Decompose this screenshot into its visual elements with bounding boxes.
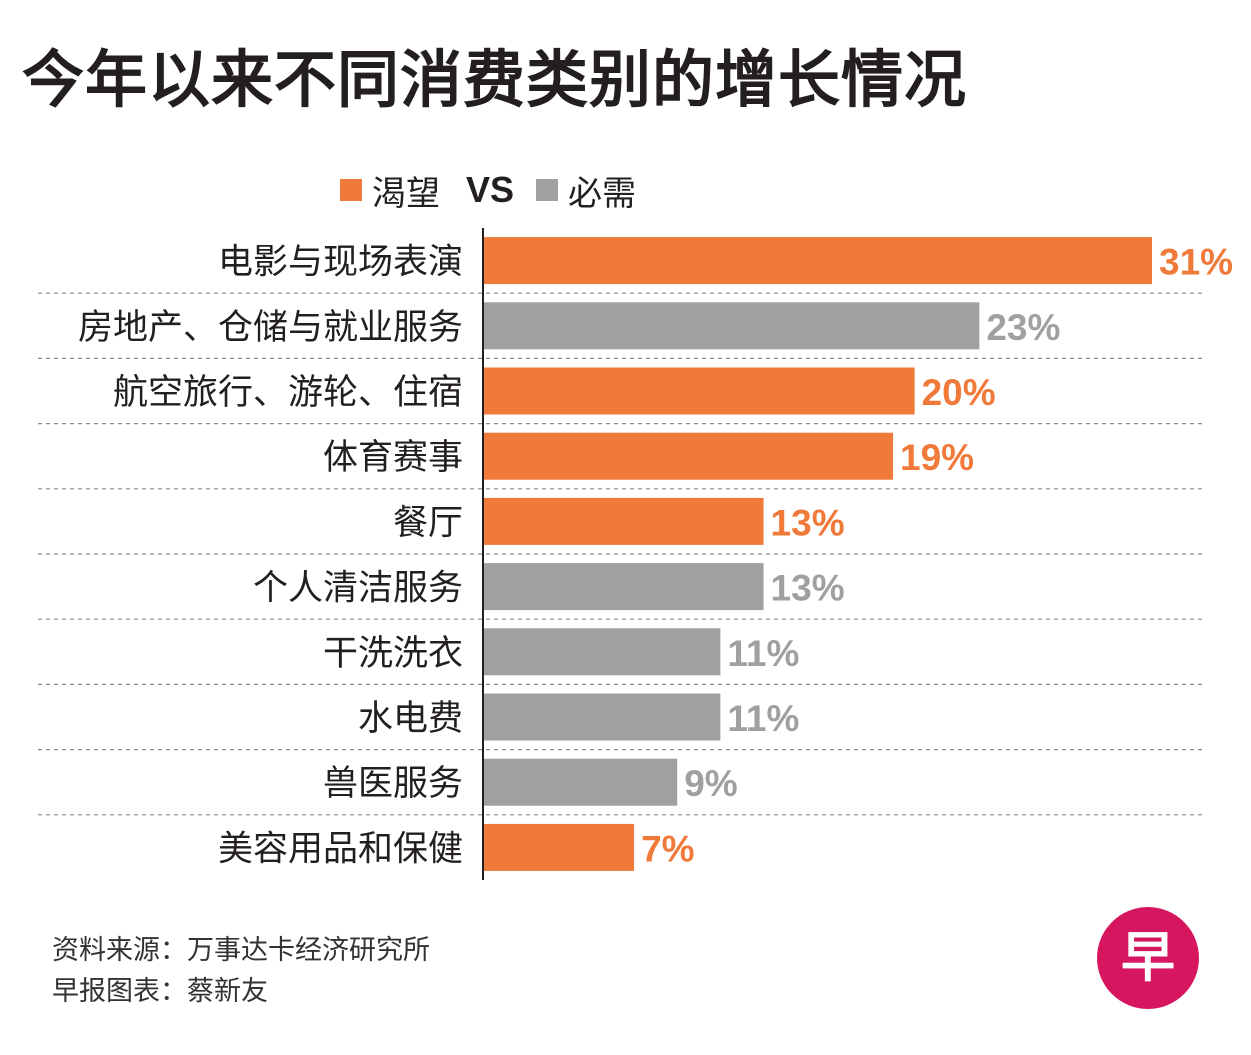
legend-vs: VS xyxy=(466,169,515,210)
value-label: 7% xyxy=(641,828,694,869)
source-line: 资料来源：万事达卡经济研究所 xyxy=(52,935,430,966)
legend-swatch-discretionary xyxy=(340,179,362,201)
value-label: 9% xyxy=(684,763,737,804)
value-label: 19% xyxy=(900,437,974,478)
bar-discretionary xyxy=(483,432,894,480)
category-label: 干洗洗衣 xyxy=(323,634,463,674)
value-label: 20% xyxy=(922,372,996,413)
value-label: 11% xyxy=(727,698,799,739)
logo-glyph: 早 xyxy=(1121,926,1175,989)
chart-legend: 渴望 VS 必需 xyxy=(340,165,636,215)
bar-discretionary xyxy=(483,497,764,545)
value-label: 13% xyxy=(771,568,845,609)
bar-essential xyxy=(483,628,721,676)
bar-essential xyxy=(483,758,678,806)
value-label: 13% xyxy=(771,502,845,543)
category-label: 电影与现场表演 xyxy=(218,243,463,283)
source-credits: 资料来源：万事达卡经济研究所 早报图表：蔡新友 xyxy=(52,930,430,1012)
category-label: 水电费 xyxy=(358,699,463,739)
zaobao-logo: 早 xyxy=(1097,907,1199,1009)
category-label: 体育赛事 xyxy=(323,438,463,478)
legend-item-essential: 必需 xyxy=(536,166,636,215)
logo-circle xyxy=(1097,907,1199,1009)
bar-discretionary xyxy=(483,367,915,415)
bar-chart: 电影与现场表演 31% 房地产、仓储与就业服务 23% 航空旅行、游轮、住宿 20% 体育赛… xyxy=(38,228,1233,880)
legend-swatch-essential xyxy=(536,179,559,201)
bar-essential xyxy=(483,563,764,611)
legend-item-discretionary: 渴望 xyxy=(340,166,440,215)
chart-title: 今年以来不同消费类别的增长情况 xyxy=(22,43,968,116)
credit-line: 早报图表：蔡新友 xyxy=(52,976,268,1007)
value-label: 11% xyxy=(727,633,799,674)
bar-discretionary xyxy=(483,237,1152,285)
bar-essential xyxy=(483,302,980,350)
legend-label-essential: 必需 xyxy=(568,173,637,214)
legend-label-discretionary: 渴望 xyxy=(372,173,440,214)
category-label: 个人清洁服务 xyxy=(253,569,463,609)
category-label: 航空旅行、游轮、住宿 xyxy=(113,373,463,413)
bar-discretionary xyxy=(483,823,635,871)
category-label: 餐厅 xyxy=(393,503,463,543)
category-label: 房地产、仓储与就业服务 xyxy=(78,308,463,348)
category-label: 美容用品和保健 xyxy=(218,829,463,869)
category-label: 兽医服务 xyxy=(323,764,463,804)
value-label: 23% xyxy=(986,307,1060,348)
value-label: 31% xyxy=(1159,242,1233,283)
bar-essential xyxy=(483,693,721,741)
